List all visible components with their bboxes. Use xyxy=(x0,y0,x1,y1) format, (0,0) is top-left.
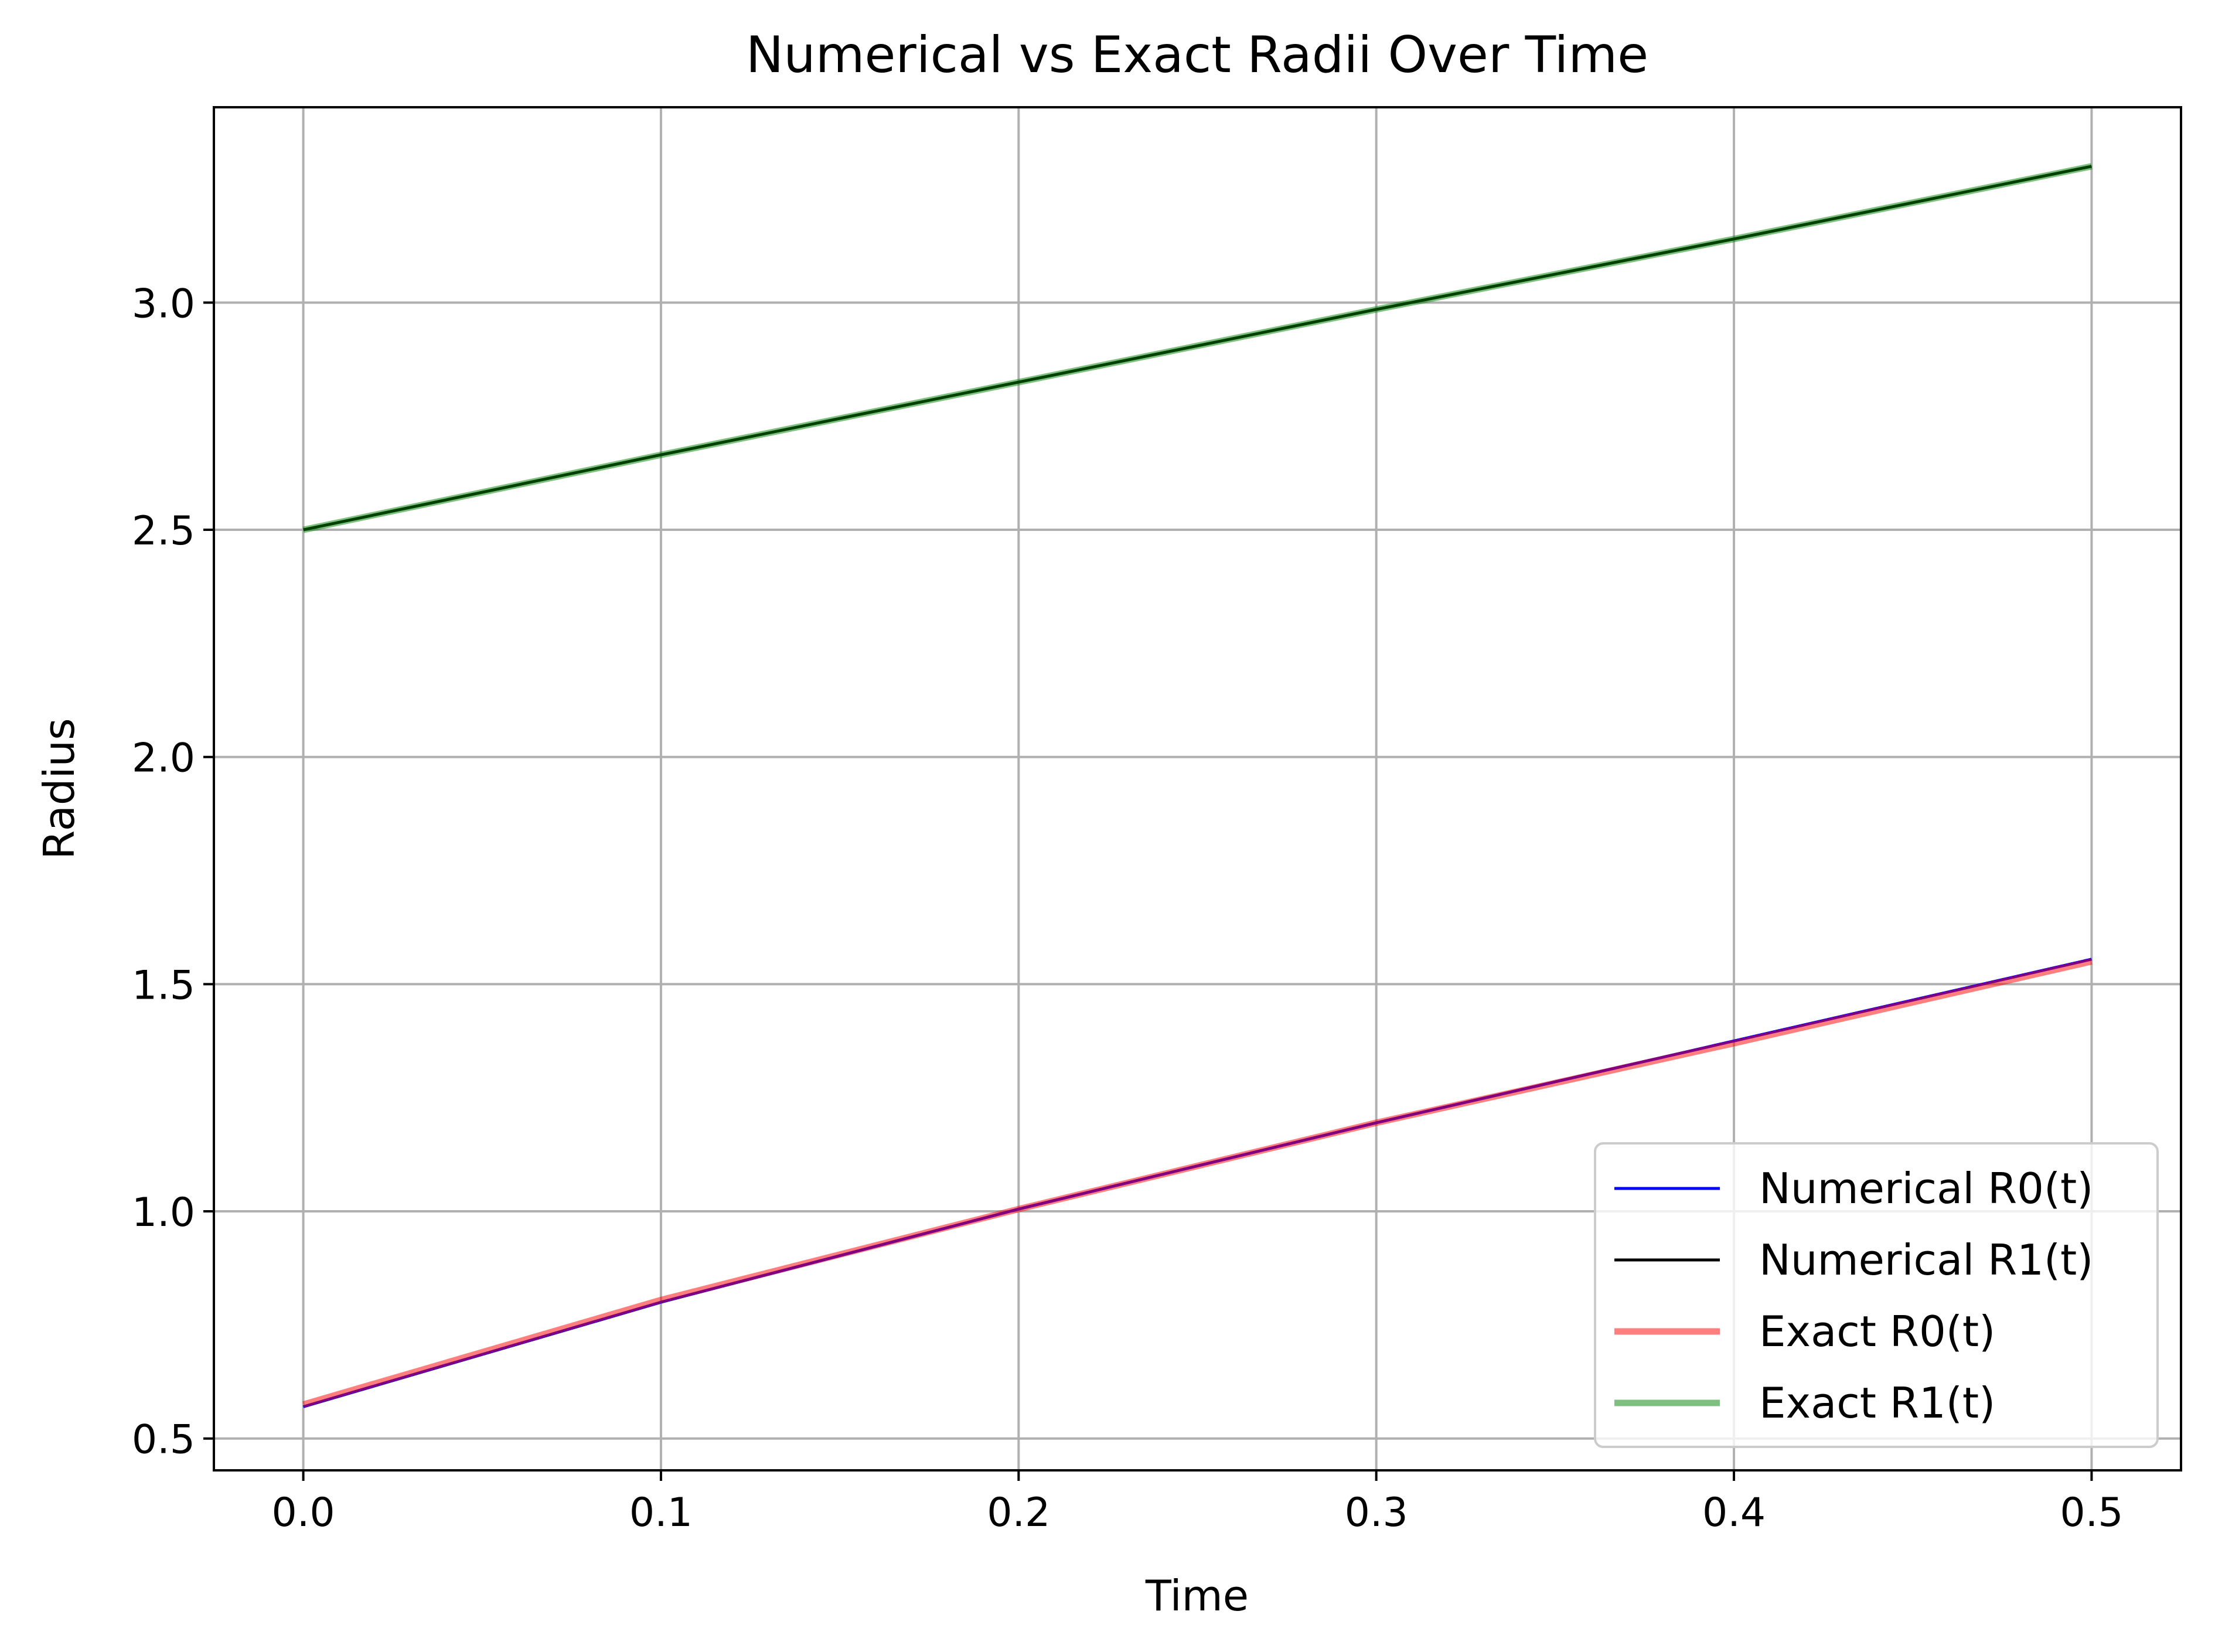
series-line-exact-r1-t xyxy=(302,163,2093,533)
y-axis-label: Radius xyxy=(35,718,84,859)
legend-label-numerical-r1-t: Numerical R1(t) xyxy=(1759,1235,2093,1285)
chart-title: Numerical vs Exact Radii Over Time xyxy=(746,26,1648,84)
plot-lines xyxy=(302,163,2093,1408)
y-tick-label: 3.0 xyxy=(132,281,195,327)
y-tick-label: 0.5 xyxy=(132,1417,195,1463)
x-axis-label: Time xyxy=(1145,1571,1249,1620)
legend-label-exact-r1-t: Exact R1(t) xyxy=(1759,1378,1995,1428)
y-tick-label: 1.5 xyxy=(132,962,195,1009)
plot-area-frame xyxy=(213,106,2182,1472)
y-tick-label: 2.5 xyxy=(132,508,195,554)
y-tick-label: 2.0 xyxy=(132,735,195,782)
x-tick-label: 0.4 xyxy=(1702,1490,1766,1536)
x-tick-label: 0.5 xyxy=(2060,1490,2123,1536)
legend-label-exact-r0-t: Exact R0(t) xyxy=(1759,1307,1995,1356)
legend-label-numerical-r0-t: Numerical R0(t) xyxy=(1759,1164,2093,1213)
x-tick-label: 0.2 xyxy=(987,1490,1050,1536)
y-tick-label: 1.0 xyxy=(132,1190,195,1236)
legend-box xyxy=(1594,1142,2159,1448)
grid-lines xyxy=(214,107,2181,1470)
x-tick-label: 0.1 xyxy=(629,1490,693,1536)
x-tick-label: 0.0 xyxy=(272,1490,335,1536)
legend: Numerical R0(t) Numerical R1(t) Exact R0(t… xyxy=(1594,1142,2159,1448)
x-tick-label: 0.3 xyxy=(1345,1490,1408,1536)
axis-ticks: 0.0 0.1 0.2 0.3 0.4 0.5 0.5 1.0 1.5 2.0 2.5 3.0 xyxy=(132,281,2124,1536)
series-line-exact-r0-t xyxy=(302,958,2093,1408)
